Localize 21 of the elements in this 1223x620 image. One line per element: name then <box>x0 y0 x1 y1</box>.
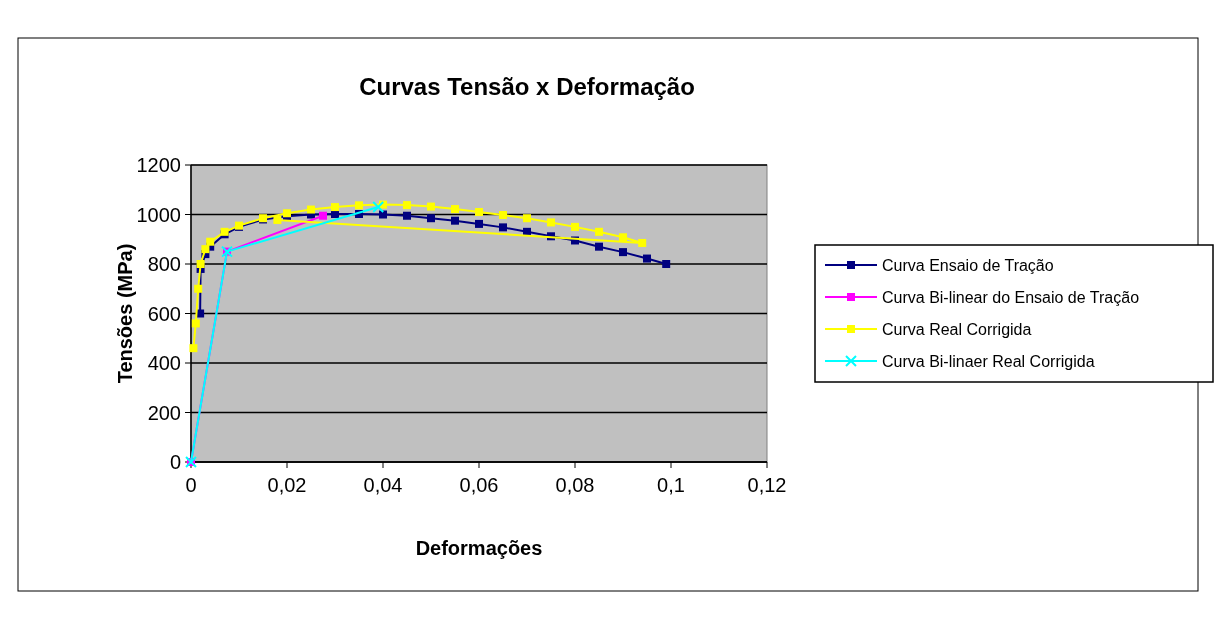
legend-label: Curva Real Corrigida <box>882 320 1032 338</box>
y-tick-label: 1200 <box>136 154 181 176</box>
x-tick-label: 0,06 <box>459 474 499 496</box>
y-axis-title: Tensões (MPa) <box>114 243 136 384</box>
y-tick-label: 600 <box>147 302 181 325</box>
x-tick-label: 0,12 <box>747 474 787 496</box>
x-tick-label: 0,04 <box>363 474 403 496</box>
y-tick-label: 800 <box>147 253 181 275</box>
chart-title: Curvas Tensão x Deformação <box>359 73 695 100</box>
y-tick-label: 200 <box>147 401 181 424</box>
x-tick-label: 0,1 <box>657 474 685 496</box>
legend-label: Curva Bi-linaer Real Corrigida <box>882 352 1095 370</box>
x-axis-title: Deformações <box>415 537 543 559</box>
x-tick-label: 0,02 <box>267 474 307 496</box>
legend-label: Curva Ensaio de Tração <box>882 256 1054 274</box>
legend-label: Curva Bi-linear do Ensaio de Tração <box>882 288 1140 306</box>
y-tick-label: 1000 <box>136 203 181 226</box>
y-tick-label: 0 <box>169 451 181 473</box>
x-tick-label: 0,08 <box>555 474 595 496</box>
y-tick-label: 400 <box>147 352 181 374</box>
x-tick-label: 0 <box>185 474 197 496</box>
